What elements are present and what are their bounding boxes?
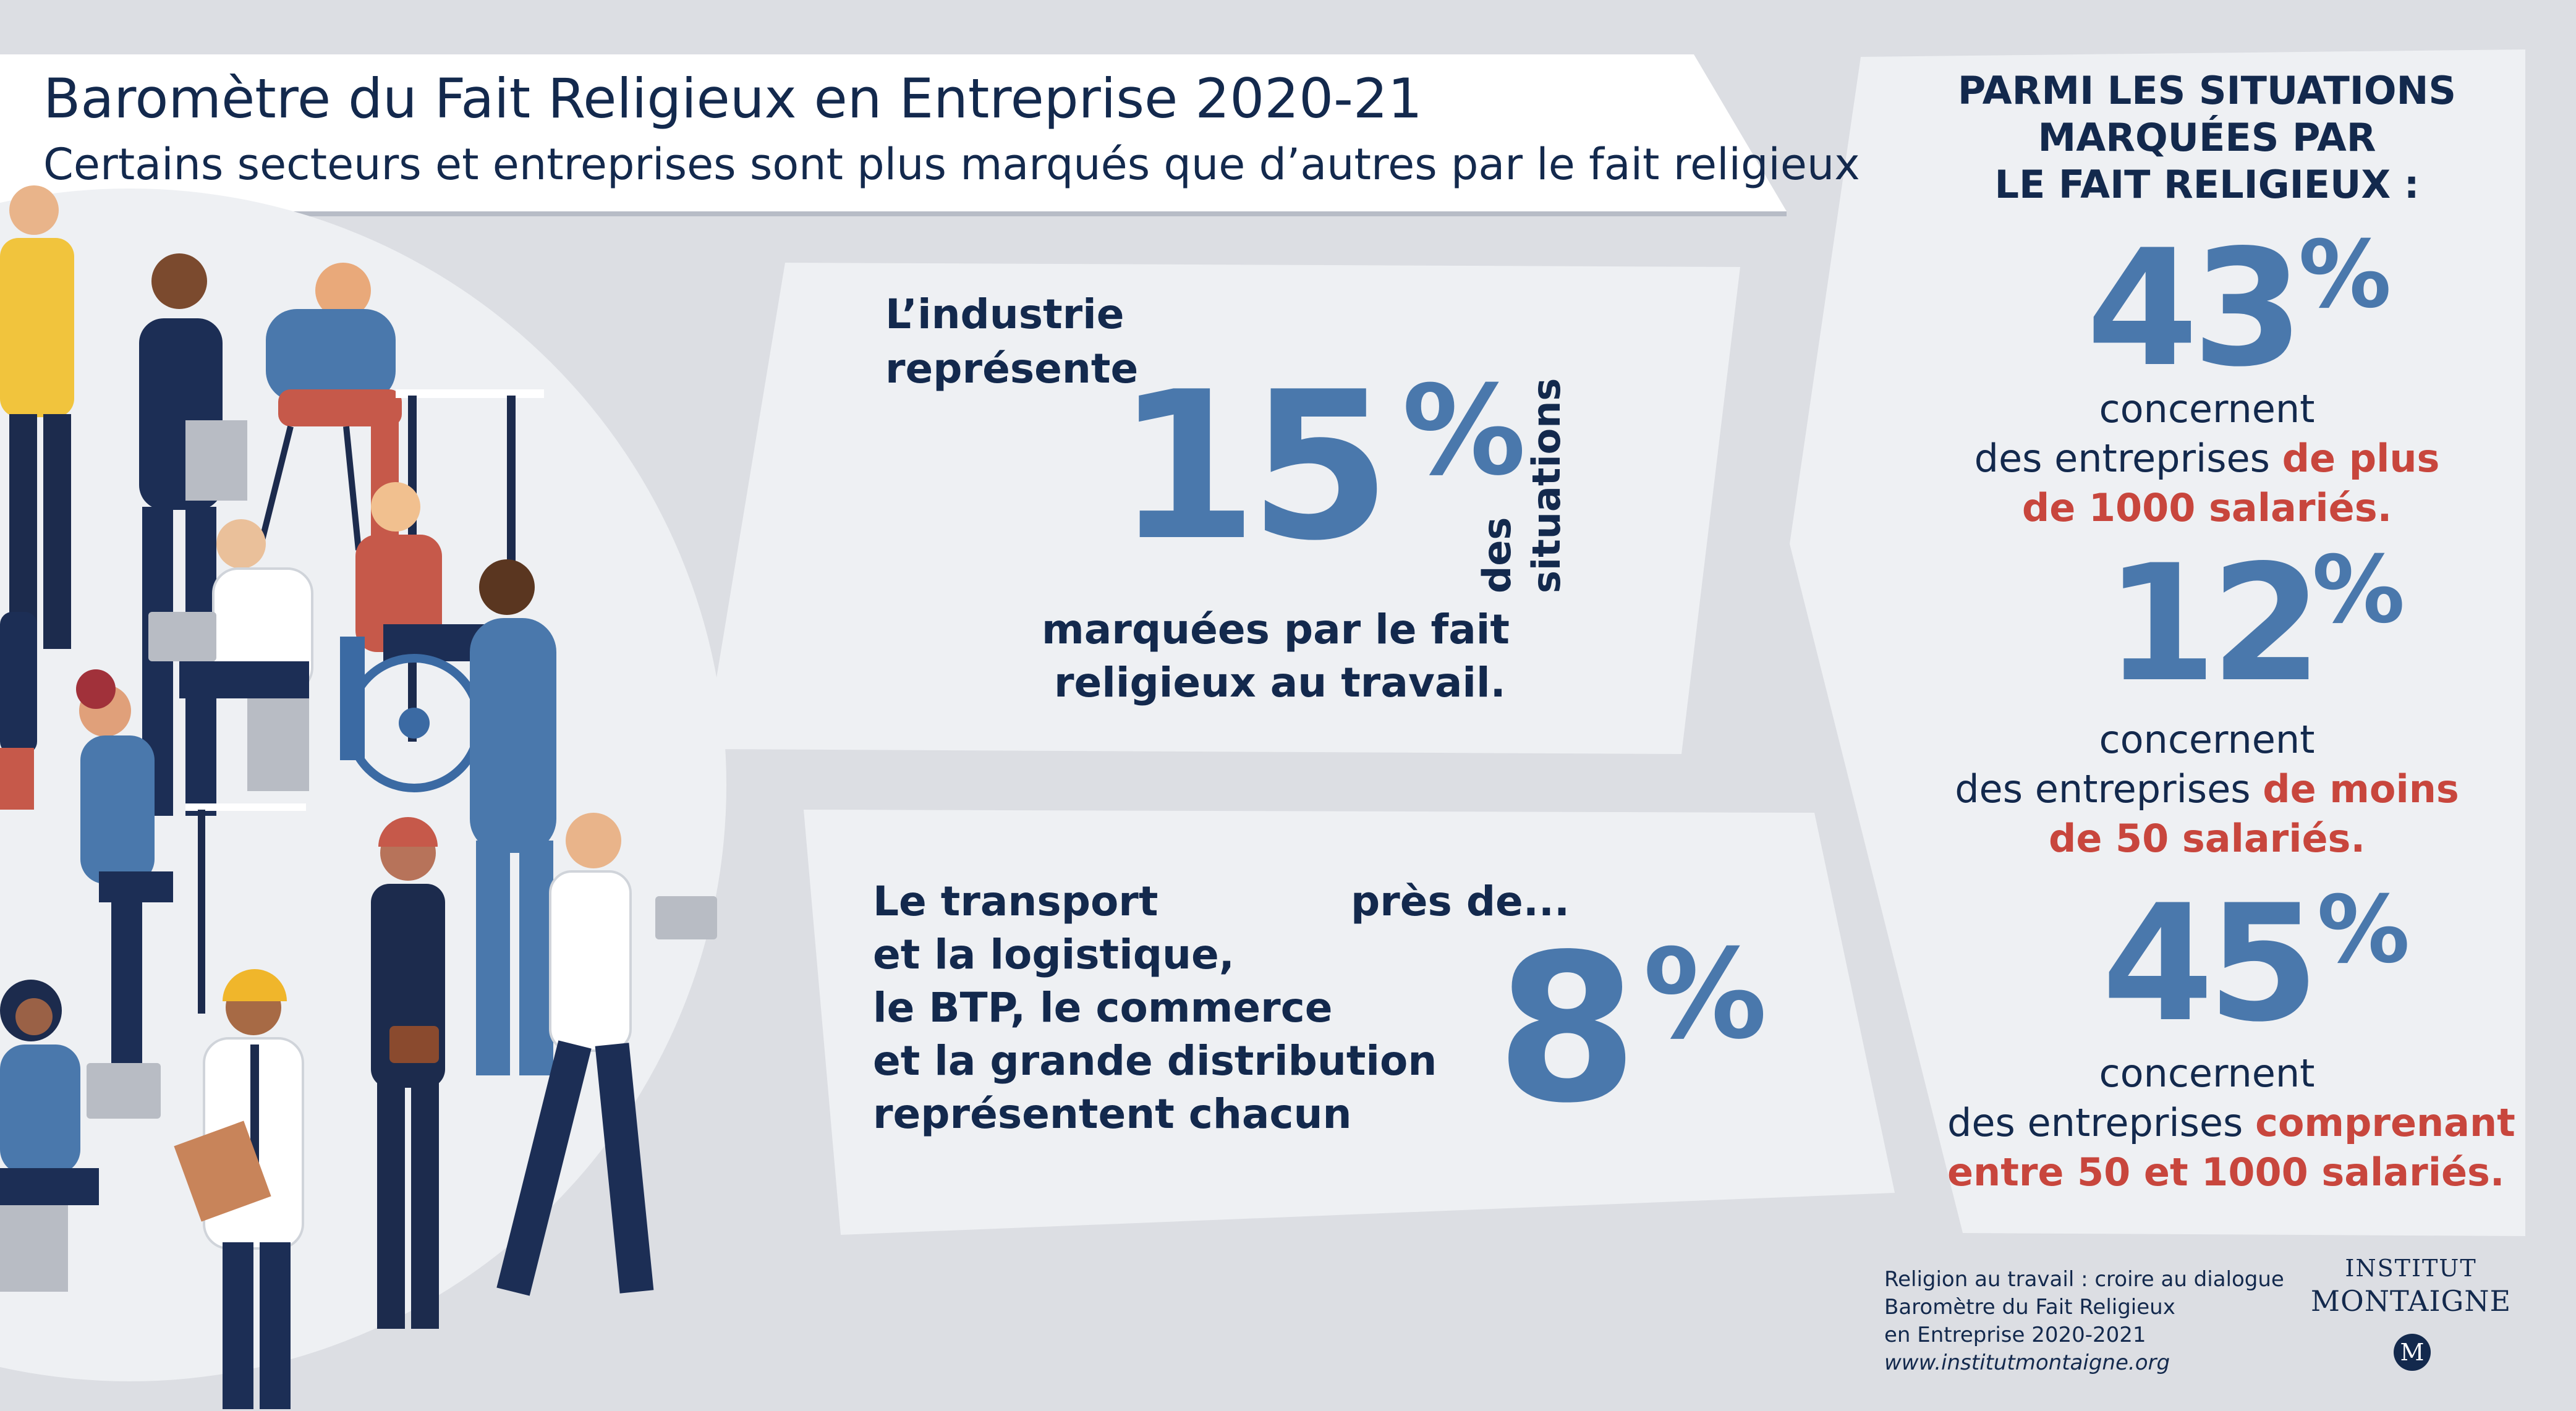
right-panel — [1790, 49, 2525, 1236]
person-elderly — [0, 185, 74, 649]
industry-card — [705, 263, 1740, 754]
stat-3-verb: concernent — [2099, 1051, 2315, 1096]
stat-2-verb: concernent — [2099, 717, 2315, 762]
person-hijab — [0, 980, 161, 1292]
industry-value: 15 — [1116, 348, 1391, 585]
page-subtitle: Certains secteurs et entreprises sont pl… — [43, 139, 1860, 190]
stat-3-highlight-a: comprenant — [2255, 1100, 2515, 1145]
title-banner — [0, 54, 1787, 211]
logo-monogram: M — [2400, 1339, 2425, 1366]
stat-2-value: 12 — [2105, 531, 2323, 718]
right-panel-heading-line1: PARMI LES SITUATIONS — [1957, 68, 2457, 113]
industry-outro-line1: marquées par le fait — [1042, 606, 1510, 653]
stat-1-verb: concernent — [2099, 386, 2315, 431]
sectors-value: 8 — [1496, 910, 1638, 1148]
logo-line1: INSTITUT — [2345, 1255, 2477, 1282]
stat-3-percent-sign: % — [2317, 876, 2410, 984]
right-panel-heading-line2: MARQUÉES PAR — [2038, 115, 2376, 160]
sectors-card — [804, 810, 1895, 1235]
person-left-edge — [0, 612, 37, 810]
sectors-line2: et la logistique, — [873, 931, 1235, 978]
person-walking — [496, 813, 717, 1296]
right-panel-heading-line3: LE FAIT RELIGIEUX : — [1994, 162, 2420, 207]
stat-2-highlight-a: de moins — [2263, 766, 2459, 811]
stat-1-line2: des entreprises de plus — [1947, 436, 2467, 481]
person-businessman — [174, 969, 304, 1409]
sectors-percent-sign: % — [1643, 923, 1767, 1067]
industry-intro-line1: L’industrie — [885, 290, 1124, 338]
sectors-near-label: près de... — [1351, 878, 1570, 925]
person-laptop-senior — [148, 519, 313, 791]
sectors-line3: le BTP, le commerce — [873, 984, 1333, 1032]
industry-side-word1: des — [1474, 517, 1520, 593]
source-url-link[interactable]: www.institutmontaigne.org — [1884, 1350, 2170, 1375]
people-illustration — [0, 185, 717, 1409]
stat-3-line2: des entreprises comprenant — [1947, 1100, 2515, 1145]
stat-3-value: 45 — [2102, 871, 2319, 1057]
page-title: Baromètre du Fait Religieux en Entrepris… — [43, 67, 1422, 130]
stat-1-prefix: des entreprises — [1974, 436, 2282, 481]
sectors-line5: représentent chacun — [873, 1090, 1352, 1138]
industry-intro-line2: représente — [885, 345, 1139, 392]
stat-2-percent-sign: % — [2312, 536, 2405, 644]
person-jumpsuit — [470, 559, 556, 1075]
sectors-line4: et la grande distribution — [873, 1037, 1437, 1085]
stat-1-highlight-b: de 1000 salariés. — [2021, 485, 2392, 530]
stat-3-prefix: des entreprises — [1947, 1100, 2256, 1145]
stat-1-percent-sign: % — [2298, 221, 2392, 329]
source-line2: Baromètre du Fait Religieux — [1884, 1295, 2175, 1320]
stat-1-highlight-a: de plus — [2282, 436, 2440, 481]
source-line3: en Entreprise 2020-2021 — [1884, 1323, 2146, 1347]
stat-2-highlight-b: de 50 salariés. — [2048, 816, 2366, 861]
industry-percent-sign: % — [1402, 359, 1526, 503]
person-woman-stool — [76, 669, 306, 1094]
source-line1: Religion au travail : croire au dialogue — [1884, 1267, 2284, 1292]
stat-3-highlight-b: entre 50 et 1000 salariés. — [1947, 1150, 2505, 1195]
logo-line2: MONTAIGNE — [2310, 1284, 2512, 1318]
stat-1-value: 43 — [2086, 216, 2304, 402]
sectors-line1: Le transport — [873, 878, 1158, 925]
industry-side-word2: situations — [1524, 378, 1569, 593]
stat-2-line2: des entreprises de moins — [1947, 766, 2467, 811]
person-worker — [371, 817, 445, 1329]
industry-outro-line2: religieux au travail. — [1054, 659, 1506, 706]
stat-2-prefix: des entreprises — [1955, 766, 2263, 811]
logo-monogram-icon: M — [2394, 1334, 2431, 1371]
